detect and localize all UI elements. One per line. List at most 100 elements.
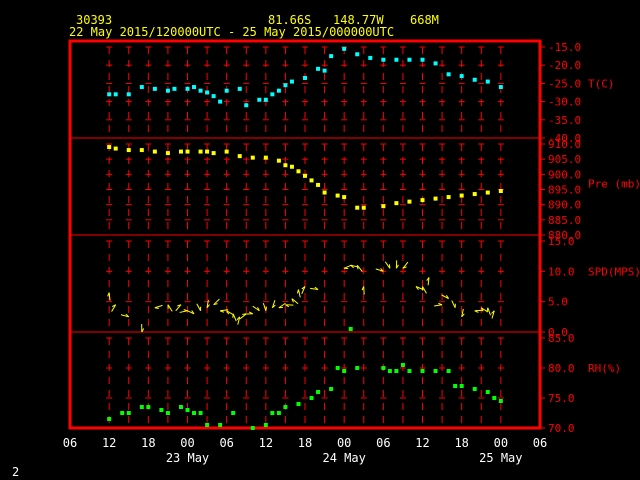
wind-arrow — [239, 313, 247, 320]
wind-arrow — [120, 314, 129, 318]
wind-arrow — [167, 304, 173, 312]
wind-arrow-head — [206, 304, 210, 309]
wind-arrow — [196, 303, 201, 312]
data-point — [224, 88, 229, 93]
x-tick-label: 18 — [141, 436, 155, 450]
data-point — [270, 92, 275, 97]
data-point — [433, 61, 438, 66]
y-tick-label: -15.0 — [548, 41, 581, 54]
y-tick-label: 5.0 — [548, 296, 568, 309]
y-tick-label: -35.0 — [548, 114, 581, 127]
data-point — [231, 411, 236, 415]
wind-arrow — [232, 313, 237, 322]
data-point — [165, 151, 170, 156]
data-point — [185, 86, 190, 91]
y-axis-label: RH(%) — [588, 362, 621, 375]
page-number: 2 — [12, 465, 19, 479]
data-point — [394, 57, 399, 62]
data-point — [420, 57, 425, 62]
wind-arrow — [186, 309, 195, 315]
data-point — [472, 192, 477, 197]
data-point — [178, 149, 183, 154]
data-point — [146, 405, 151, 409]
data-point — [198, 411, 203, 415]
data-point — [276, 158, 281, 163]
data-point — [472, 387, 477, 391]
wind-arrow — [175, 304, 182, 312]
data-point — [283, 163, 288, 168]
data-point — [368, 55, 373, 60]
data-point — [107, 92, 112, 97]
wind-arrow — [427, 277, 430, 286]
y-axis-label: Pre (mb) — [588, 177, 640, 190]
data-point — [126, 411, 131, 415]
data-point — [309, 396, 314, 400]
data-point — [485, 79, 490, 84]
data-point — [237, 154, 242, 159]
wind-arrow-head — [291, 298, 294, 303]
x-tick-label: 00 — [337, 436, 351, 450]
data-point — [139, 85, 144, 90]
data-point — [270, 411, 275, 415]
wind-arrow-head — [107, 292, 110, 297]
wind-arrow-head — [248, 311, 254, 315]
y-tick-label: -25.0 — [548, 77, 581, 90]
wind-arrow-head — [380, 268, 384, 272]
data-point — [446, 195, 451, 200]
data-point — [394, 369, 399, 373]
wind-arrow — [108, 292, 111, 301]
wind-arrow — [474, 309, 483, 312]
data-point — [335, 366, 340, 370]
wind-arrow-head — [265, 306, 268, 311]
wind-arrow — [451, 300, 456, 308]
data-point — [453, 384, 458, 388]
y-tick-label: 890.0 — [548, 199, 581, 212]
data-point — [289, 79, 294, 84]
x-tick-label: 00 — [180, 436, 194, 450]
wind-arrow — [441, 294, 449, 300]
wind-arrow — [422, 286, 427, 294]
wind-arrow — [301, 286, 306, 295]
wind-arrow-head — [125, 313, 130, 318]
wind-arrow — [297, 289, 301, 298]
data-point — [498, 85, 503, 90]
data-point — [335, 193, 340, 198]
y-tick-label: 10.0 — [548, 265, 575, 278]
data-point — [459, 74, 464, 79]
y-tick-label: 15.0 — [548, 235, 575, 248]
data-point — [139, 148, 144, 153]
data-point — [498, 399, 503, 403]
day-label: 23 May — [166, 451, 209, 465]
x-tick-label: 12 — [102, 436, 116, 450]
wind-arrow — [226, 310, 234, 316]
data-point — [107, 145, 112, 150]
data-point — [250, 155, 255, 160]
data-point — [400, 363, 405, 367]
wind-arrow — [402, 261, 409, 269]
y-tick-label: 70.0 — [548, 422, 575, 435]
data-point — [446, 72, 451, 77]
wind-arrow — [487, 307, 491, 316]
data-point — [459, 384, 464, 388]
y-tick-label: 895.0 — [548, 184, 581, 197]
data-point — [211, 151, 216, 156]
data-point — [205, 423, 210, 427]
y-tick-label: 885.0 — [548, 214, 581, 227]
time-period: 22 May 2015/120000UTC - 25 May 2015/0000… — [69, 25, 394, 39]
longitude: 148.77W — [333, 13, 384, 27]
data-point — [263, 423, 268, 427]
data-point — [165, 411, 170, 415]
wind-arrow-head — [236, 316, 241, 321]
data-point — [276, 411, 281, 415]
data-point — [316, 390, 321, 394]
wind-arrow-head — [301, 286, 306, 290]
wind-arrow-head — [213, 303, 218, 306]
data-point — [309, 178, 314, 183]
data-point — [211, 94, 216, 99]
wind-arrow-head — [415, 286, 419, 290]
wind-arrow-head — [426, 277, 430, 281]
wind-arrow-head — [491, 310, 495, 314]
day-label: 25 May — [479, 451, 522, 465]
wind-arrow-head — [177, 304, 182, 307]
